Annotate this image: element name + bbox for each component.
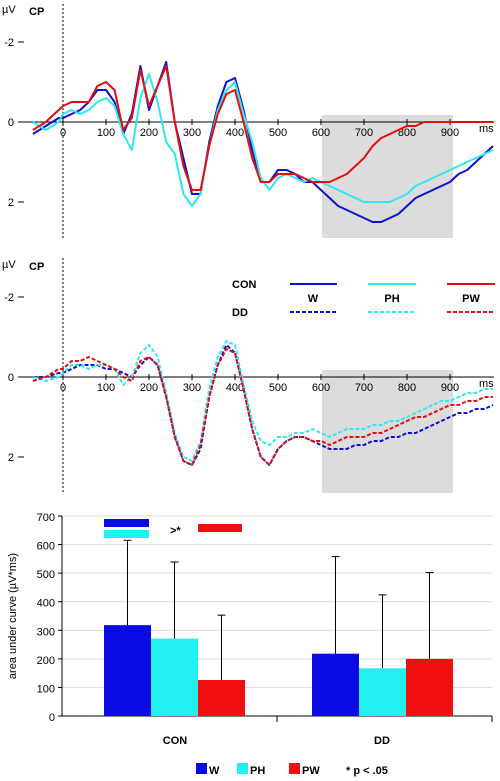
- y-tick-label: 600: [37, 541, 55, 553]
- y-tick-label: 700: [37, 512, 55, 524]
- bar-con-pw: [198, 680, 245, 716]
- y-unit-label: µV: [2, 259, 16, 271]
- sig-swatch-w: [104, 519, 149, 527]
- bar-con-w: [104, 625, 151, 716]
- series-ph-line: [32, 73, 494, 207]
- y-unit-label: µV: [2, 4, 16, 16]
- bar-legend: W PH PW * p < .05: [196, 763, 388, 777]
- series-pw-line: [32, 348, 493, 466]
- x-tick-label: 900: [441, 382, 459, 394]
- y-tick-label: 0: [49, 712, 55, 724]
- legend-cond-w: W: [308, 293, 319, 305]
- x-unit-label: ms: [479, 123, 494, 135]
- series-pw-line: [32, 65, 493, 191]
- sig-swatch-pw: [198, 524, 242, 532]
- y-tick-label: 2: [8, 452, 14, 464]
- y-tick-label: 400: [37, 598, 55, 610]
- line-legend: CON DD W PH PW: [232, 279, 495, 319]
- x-tick-label: 0: [60, 127, 66, 139]
- y-axis-label: area under curve (µV*ms): [7, 553, 19, 679]
- sig-swatch-ph: [104, 530, 149, 538]
- panel-label: CP: [29, 261, 44, 273]
- bar-dd-pw: [406, 658, 453, 716]
- category-label-con: CON: [163, 735, 188, 747]
- y-tick-label: -2: [4, 292, 14, 304]
- y-tick-label: 0: [8, 372, 14, 384]
- x-tick-label: 700: [355, 127, 373, 139]
- x-tick-label: 700: [355, 382, 373, 394]
- legend-swatch-w: [196, 763, 207, 774]
- legend-group-con: CON: [232, 279, 257, 291]
- legend-swatch-pw: [289, 763, 300, 774]
- erp-panel-dd: µV CP ms 0 100 200 300 400 500 600 700 800 900 -2…: [2, 258, 495, 493]
- legend-note: * p < .05: [346, 765, 388, 777]
- legend-label-pw: PW: [302, 765, 320, 777]
- x-tick-label: 800: [398, 382, 416, 394]
- y-tick-label: 200: [37, 655, 55, 667]
- legend-label-ph: PH: [250, 765, 265, 777]
- y-tick-label: 2: [8, 197, 14, 209]
- category-label-dd: DD: [374, 735, 390, 747]
- x-tick-label: 600: [312, 127, 330, 139]
- erp-panel-con: µV CP ms 0 100 200 300 400 500 600 700 800 900 -2…: [2, 4, 494, 238]
- x-tick-label: 100: [97, 382, 115, 394]
- series-ph-line: [32, 340, 493, 462]
- sig-marker: >*: [170, 525, 181, 537]
- legend-cond-pw: PW: [462, 293, 480, 305]
- x-tick-label: 300: [183, 127, 201, 139]
- x-tick-label: 800: [398, 127, 416, 139]
- x-tick-label: 300: [183, 382, 201, 394]
- legend-cond-ph: PH: [384, 293, 399, 305]
- x-tick-label: 900: [441, 127, 459, 139]
- x-tick-label: 0: [60, 382, 66, 394]
- bar-con-ph: [151, 638, 198, 716]
- legend-label-w: W: [209, 765, 220, 777]
- legend-swatch-ph: [237, 763, 248, 774]
- x-tick-label: 500: [269, 382, 287, 394]
- x-tick-label: 400: [226, 382, 244, 394]
- significance-annotation: >*: [104, 519, 242, 538]
- legend-group-dd: DD: [232, 307, 248, 319]
- x-tick-label: 100: [97, 127, 115, 139]
- x-tick-label: 200: [140, 127, 158, 139]
- x-tick-label: 600: [312, 382, 330, 394]
- x-tick-label: 500: [269, 127, 287, 139]
- y-tick-label: 300: [37, 626, 55, 638]
- y-tick-label: 100: [37, 683, 55, 695]
- bar-dd-ph: [359, 668, 406, 716]
- series-w-line: [32, 344, 494, 466]
- bar-chart: area under curve (µV*ms) 0 100 200 300 400 50…: [7, 512, 493, 777]
- x-tick-label: 400: [226, 127, 244, 139]
- shaded-window: [322, 370, 453, 493]
- y-tick-label: 0: [8, 117, 14, 129]
- x-unit-label: ms: [479, 378, 494, 390]
- bar-dd-w: [312, 653, 359, 716]
- x-tick-label: 200: [140, 382, 158, 394]
- y-tick-label: -2: [4, 37, 14, 49]
- y-tick-label: 500: [37, 569, 55, 581]
- panel-label: CP: [29, 6, 44, 18]
